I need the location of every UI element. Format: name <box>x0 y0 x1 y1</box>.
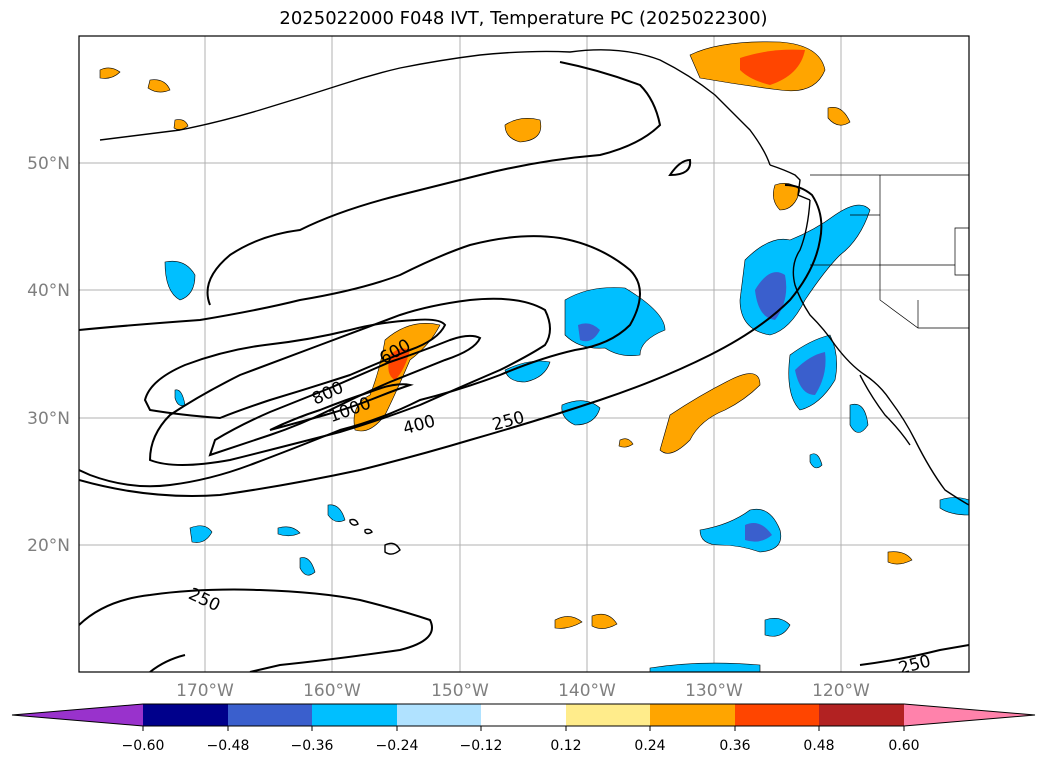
colorbar-tick-label: 0.24 <box>634 738 665 754</box>
ivt-250-outer <box>79 235 641 488</box>
patch-small-5 <box>591 613 618 629</box>
colorbar-seg-3 <box>312 704 397 726</box>
patch-gulf-small <box>504 118 542 143</box>
patch-small-neg-1 <box>189 525 213 543</box>
ivt-250-se <box>859 644 969 666</box>
lon-label-170w: 170°W <box>176 681 234 701</box>
colorbar-tick-label: −0.36 <box>291 738 334 754</box>
ivt-250-tropic-2 <box>149 654 186 672</box>
ivt-1000 <box>269 383 414 431</box>
ivt-contours <box>79 61 969 672</box>
patch-mid-cold-1 <box>504 360 551 383</box>
patch-small-neg-7 <box>939 497 969 516</box>
lon-label-160w: 160°W <box>303 681 361 701</box>
patch-small-4 <box>554 616 583 629</box>
colorbar-seg-4 <box>397 704 481 726</box>
patch-small-7 <box>887 551 913 565</box>
patch-small-8 <box>827 107 851 126</box>
ivt-250-north <box>206 61 662 306</box>
lon-label-140w: 140°W <box>558 681 616 701</box>
patch-small-neg-3 <box>299 557 316 576</box>
patch-small-neg-6 <box>764 618 791 637</box>
patch-socal-cold-core <box>795 352 826 395</box>
contour-label-250-se: 250 <box>897 651 934 679</box>
temperature-pc-negative-patches <box>164 204 969 672</box>
ivt-600 <box>143 318 447 420</box>
colorbar-tick-label: 0.36 <box>719 738 750 754</box>
patch-offshore-cold-core <box>578 323 600 342</box>
patch-small-3 <box>173 119 189 130</box>
patch-small-neg-2 <box>277 526 301 537</box>
contour-label-250-mid: 250 <box>490 408 527 436</box>
patch-small-neg-10 <box>174 389 186 406</box>
colorbar-extend-left <box>12 704 143 726</box>
patch-alaska-core <box>740 49 805 85</box>
temperature-pc-positive-patches <box>99 41 913 629</box>
colorbar: −0.60 −0.48 −0.36 −0.24 −0.12 0.12 0.24 … <box>11 703 1036 754</box>
colorbar-tick-label: −0.60 <box>122 738 165 754</box>
patch-west-cold <box>164 261 196 301</box>
patch-small-neg-8 <box>649 662 761 672</box>
colorbar-tick-label: 0.60 <box>888 738 919 754</box>
coast-canada <box>769 164 811 201</box>
coast-baja <box>859 374 911 446</box>
colorbar-tick-label: 0.48 <box>803 738 834 754</box>
colorbar-ticks <box>142 726 905 731</box>
lon-label-130w: 130°W <box>685 681 743 701</box>
map-frame <box>78 35 970 673</box>
colorbar-extend-right <box>904 704 1035 726</box>
lat-label-30n: 30°N <box>27 409 70 429</box>
coast-us-west <box>792 199 969 506</box>
colorbar-seg-2 <box>228 704 312 726</box>
colorbar-seg-1 <box>143 704 228 726</box>
colorbar-tick-label: 0.12 <box>550 738 581 754</box>
latitude-labels: 50°N 40°N 30°N 20°N <box>27 154 70 556</box>
lon-label-120w: 120°W <box>812 681 870 701</box>
patch-coast-cold <box>739 204 871 336</box>
colorbar-seg-9 <box>819 704 904 726</box>
patch-coast-cold-core <box>755 272 787 320</box>
coastlines <box>99 49 969 555</box>
colorbar-seg-7 <box>650 704 735 726</box>
colorbar-tick-label: −0.48 <box>207 738 250 754</box>
patch-offshore-cold <box>564 287 666 356</box>
ivt-250-tropic <box>79 588 433 672</box>
patch-small-neg-4 <box>327 504 346 522</box>
contour-label-400: 400 <box>401 411 438 439</box>
lat-label-50n: 50°N <box>27 154 70 174</box>
colorbar-seg-8 <box>735 704 819 726</box>
colorbar-tick-label: −0.24 <box>376 738 419 754</box>
ivt-small <box>668 158 692 177</box>
coast-alaska-peninsula <box>99 49 771 166</box>
colorbar-seg-6 <box>566 704 650 726</box>
hawaii-1 <box>384 542 401 555</box>
lat-label-40n: 40°N <box>27 281 70 301</box>
lon-label-150w: 150°W <box>431 681 489 701</box>
hawaii-2 <box>349 518 359 526</box>
patch-small-neg-5 <box>849 403 869 433</box>
patch-subtropical-warm <box>659 373 761 454</box>
patch-mid-cold-2 <box>561 400 601 426</box>
longitude-labels: 170°W 160°W 150°W 140°W 130°W 120°W <box>176 681 870 701</box>
map-title: 2025022000 F048 IVT, Temperature PC (202… <box>279 8 768 29</box>
patch-tropic-cold-core <box>745 522 772 542</box>
patch-small-2 <box>147 79 171 93</box>
colorbar-seg-5 <box>481 704 566 726</box>
ivt-250-south <box>79 184 823 497</box>
map-area: 600 800 1000 400 250 250 250 <box>79 36 969 679</box>
patch-tropic-cold <box>699 508 782 553</box>
hawaii-3 <box>364 528 373 535</box>
patch-small-6 <box>618 438 634 448</box>
patch-small-1 <box>99 67 121 79</box>
patch-bc-coast <box>773 183 801 211</box>
ivt-400 <box>148 297 551 466</box>
lat-label-20n: 20°N <box>27 536 70 556</box>
colorbar-tick-label: −0.12 <box>460 738 503 754</box>
state-borders <box>810 174 969 329</box>
patch-small-neg-9 <box>809 453 823 469</box>
